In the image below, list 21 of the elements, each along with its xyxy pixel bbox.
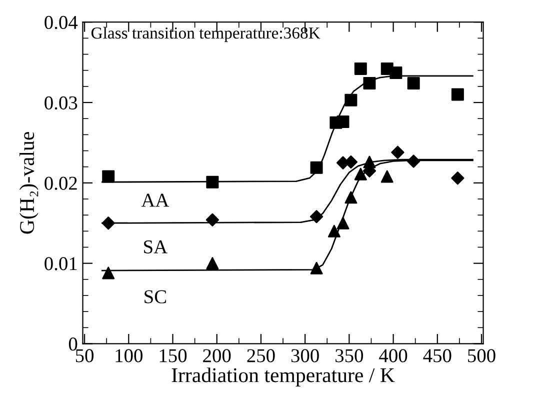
annotation: Glass transition temperature:368K — [91, 26, 320, 42]
y-tick-label: 0.04 — [44, 16, 78, 30]
series-label: SC — [144, 290, 166, 304]
y-tick-label: 0.03 — [44, 96, 78, 110]
x-tick-label: 200 — [203, 349, 231, 362]
y-tick-label: 0 — [68, 338, 78, 351]
x-axis-title: Irradiation temperature / K — [172, 368, 395, 386]
series-label: AA — [141, 194, 170, 207]
x-tick-label: 50 — [76, 349, 94, 362]
y-axis-title: G(H₂)-value — [19, 132, 38, 234]
x-tick-label: 500 — [468, 349, 496, 362]
x-tick-label: 100 — [116, 349, 142, 362]
x-tick-label: 450 — [423, 349, 452, 362]
y-tick-label: 0.01 — [44, 257, 77, 270]
series-label: SA — [144, 240, 168, 254]
x-tick-label: 400 — [379, 349, 408, 362]
x-tick-label: 350 — [336, 349, 364, 362]
x-tick-label: 250 — [247, 349, 275, 362]
y-tick-label: 0.02 — [44, 176, 77, 190]
x-tick-label: 150 — [160, 349, 187, 362]
x-tick-label: 300 — [291, 349, 319, 362]
